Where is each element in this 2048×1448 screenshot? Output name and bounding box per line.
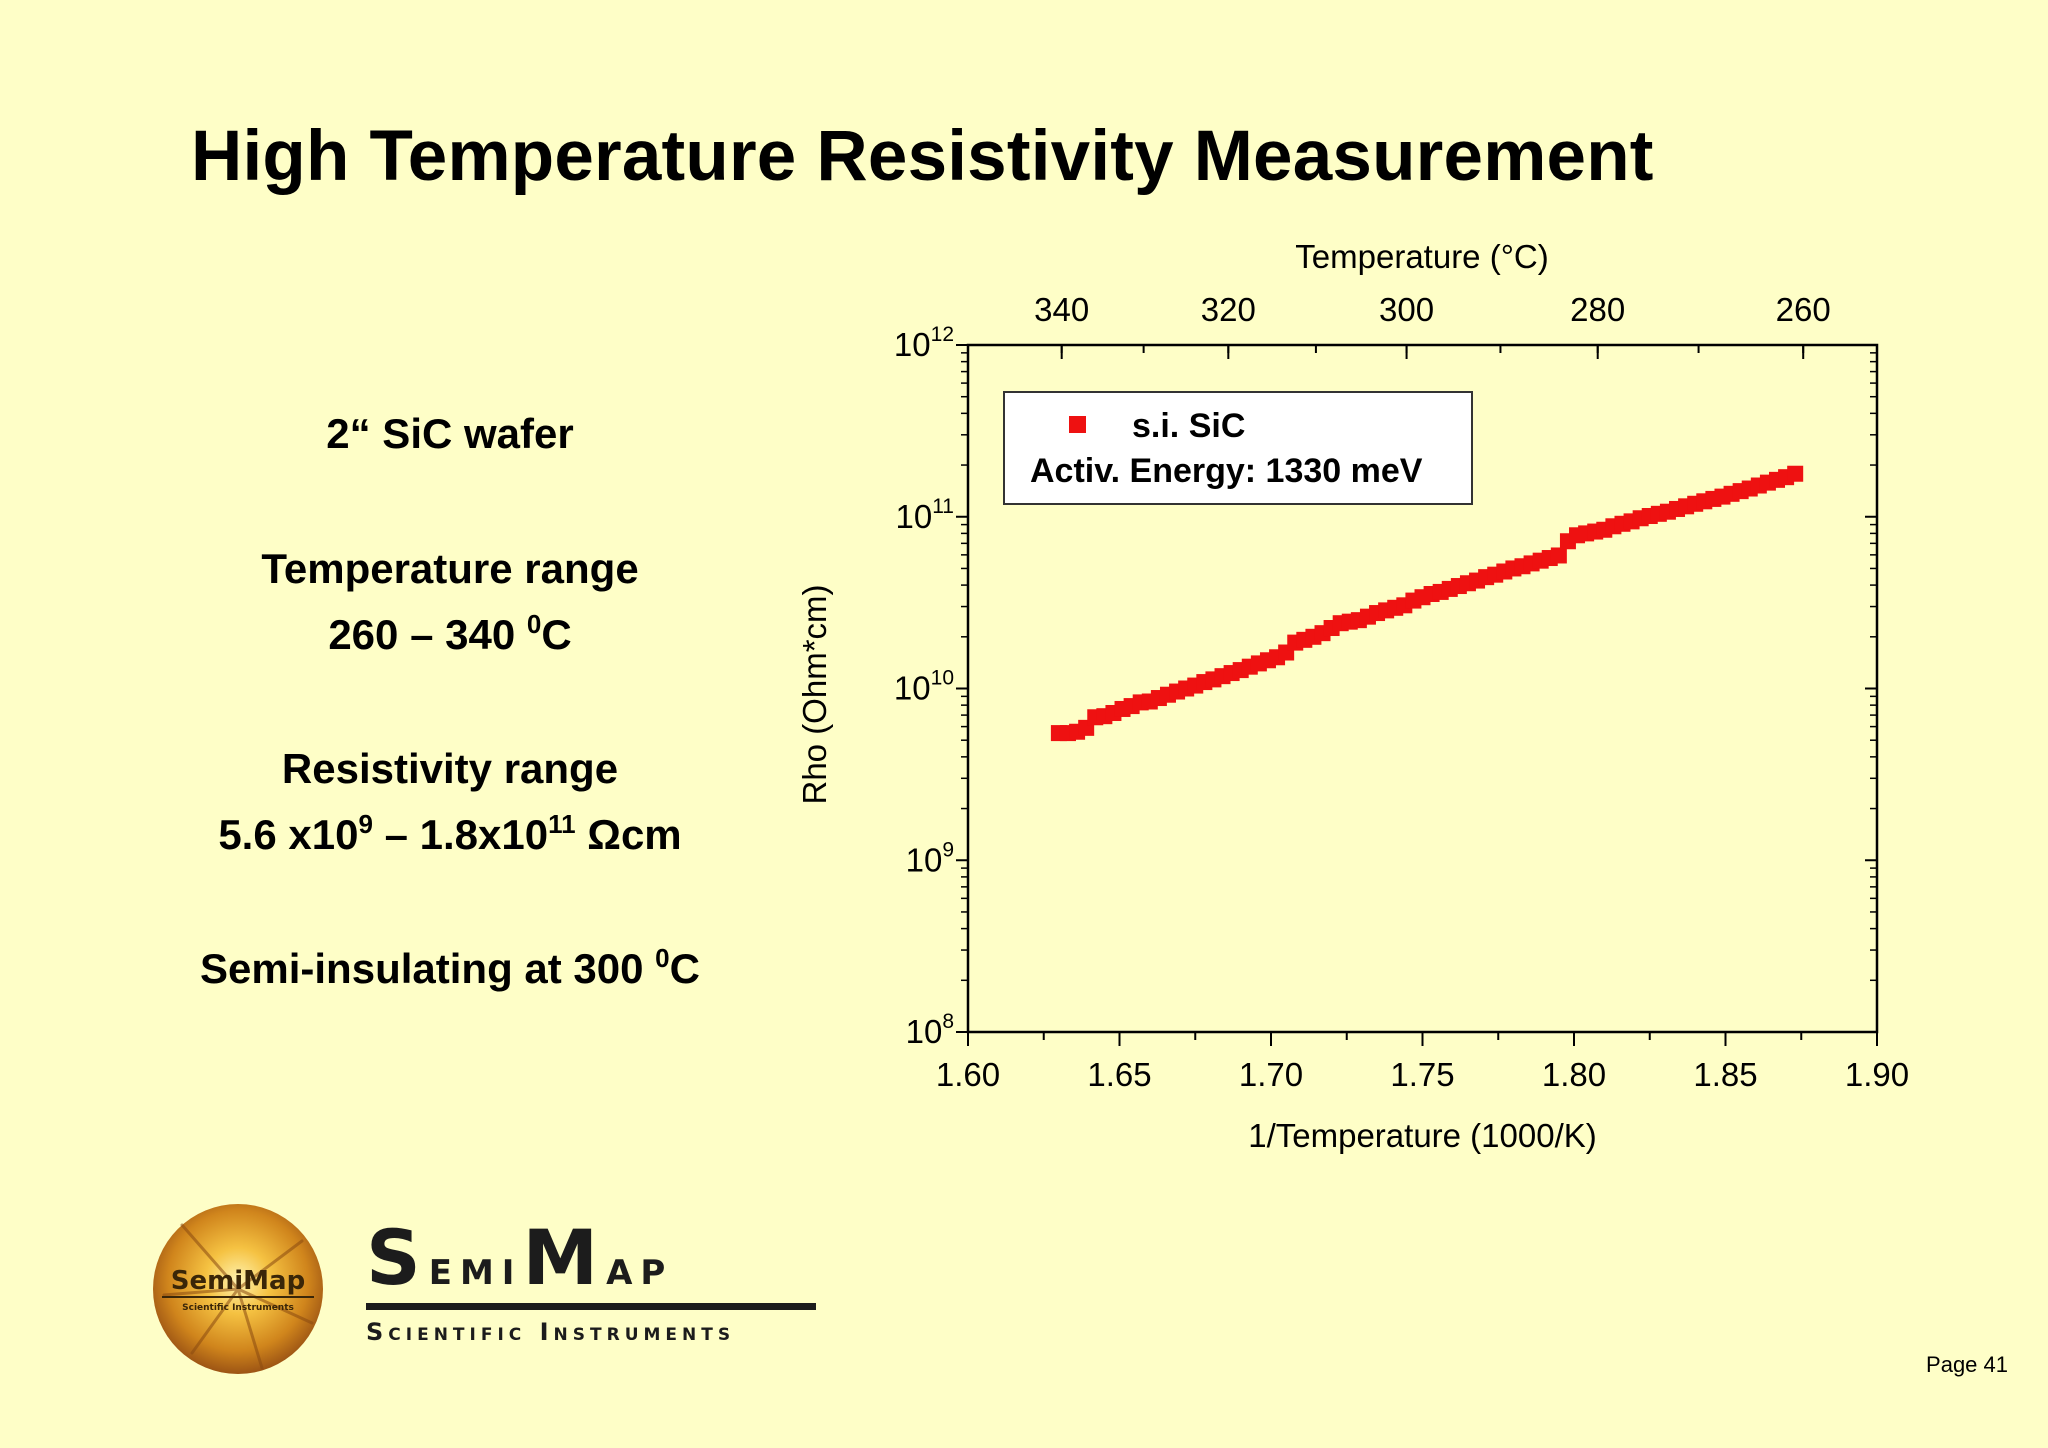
y-tick-base: 10 xyxy=(906,1013,943,1050)
wordmark-emi: emi xyxy=(428,1240,523,1296)
resistivity-range-label: Resistivity range xyxy=(281,745,619,792)
res-unit: Ωcm xyxy=(575,811,682,858)
x-tick-label: 1.85 xyxy=(1693,1056,1757,1093)
y-tick-base: 10 xyxy=(894,326,931,363)
y-tick-exponent: 11 xyxy=(932,495,954,518)
chart-legend: s.i. SiC Activ. Energy: 1330 meV xyxy=(1003,391,1473,505)
celsius-unit: C xyxy=(541,611,572,658)
res-min-exponent: 9 xyxy=(358,809,373,839)
data-points xyxy=(1050,465,1804,742)
degree-superscript: 0 xyxy=(526,609,542,639)
x-tick-label: 1.70 xyxy=(1239,1056,1303,1093)
res-min-mantissa: 5.6 x10 xyxy=(218,811,359,858)
x-tick-label: 1.90 xyxy=(1845,1056,1909,1093)
resistivity-range-value: 5.6 x109 – 1.8x1011 Ωcm xyxy=(130,811,770,859)
res-max-mantissa: 1.8x10 xyxy=(419,811,549,858)
top-axis-label: Temperature (°C) xyxy=(1295,238,1548,275)
semimap-wordmark: SemiMap xyxy=(366,1220,673,1296)
data-point xyxy=(1550,547,1567,564)
x-tick-label: 1.80 xyxy=(1542,1056,1606,1093)
y-tick-label: 1010 xyxy=(894,667,954,707)
y-axis-label: Rho (Ohm*cm) xyxy=(796,584,833,804)
top-tick-label: 260 xyxy=(1776,291,1831,328)
emblem-text: SemiMap xyxy=(171,1266,305,1296)
semi-celsius-unit: C xyxy=(669,945,700,992)
top-tick-label: 340 xyxy=(1034,291,1089,328)
y-tick-label: 1012 xyxy=(894,323,954,363)
y-tick-label: 1011 xyxy=(895,495,954,535)
temperature-range-label: Temperature range xyxy=(261,545,639,592)
res-max-exponent: 11 xyxy=(548,809,576,839)
y-tick-base: 10 xyxy=(894,670,931,707)
legend-box xyxy=(1003,391,1473,505)
semimap-emblem-logo: SemiMap Scientific Instruments xyxy=(152,1203,324,1380)
page-number: Page 41 xyxy=(1926,1352,2008,1377)
wordmark-underline xyxy=(366,1303,816,1310)
x-tick-label: 1.65 xyxy=(1087,1056,1151,1093)
semi-insulating-text: Semi-insulating at 300 xyxy=(200,945,644,992)
y-tick-label: 109 xyxy=(906,838,954,878)
data-point xyxy=(1787,465,1804,482)
temperature-range-numbers: 260 – 340 xyxy=(328,611,516,658)
y-tick-label: 108 xyxy=(906,1010,954,1050)
legend-activation-energy: Activ. Energy: 1330 meV xyxy=(1030,452,1423,490)
slide-title: High Temperature Resistivity Measurement xyxy=(191,117,1654,196)
y-tick-base: 10 xyxy=(895,498,932,535)
wordmark-m: M xyxy=(522,1213,607,1302)
semi-insulating-note: Semi-insulating at 300 0C xyxy=(130,945,770,993)
legend-series-name: s.i. SiC xyxy=(1132,407,1245,445)
wordmark-s: S xyxy=(366,1213,429,1302)
top-tick-label: 280 xyxy=(1570,291,1625,328)
y-tick-exponent: 8 xyxy=(942,1010,954,1033)
res-dash: – xyxy=(372,811,420,858)
x-tick-label: 1.75 xyxy=(1390,1056,1454,1093)
plot-frame: 1.60 1.65 1.70 1.75 1.80 1.85 1.90108109101010… xyxy=(894,291,1909,1093)
top-tick-label: 320 xyxy=(1201,291,1256,328)
y-tick-exponent: 9 xyxy=(942,838,954,861)
temperature-range-value: 260 – 340 0C xyxy=(130,611,770,659)
wordmark-ap: ap xyxy=(606,1240,674,1296)
wordmark-subtitle: Scientific Instruments xyxy=(366,1318,736,1346)
legend-marker xyxy=(1069,416,1086,433)
emblem-subtext: Scientific Instruments xyxy=(182,1303,294,1313)
semi-degree-superscript: 0 xyxy=(655,943,670,973)
top-tick-label: 300 xyxy=(1379,291,1434,328)
y-tick-exponent: 12 xyxy=(931,323,954,346)
x-axis-label: 1/Temperature (1000/K) xyxy=(1248,1117,1597,1154)
x-tick-label: 1.60 xyxy=(936,1056,1000,1093)
y-tick-exponent: 10 xyxy=(931,667,954,690)
y-tick-base: 10 xyxy=(906,841,943,878)
wafer-label: 2“ SiC wafer xyxy=(326,410,574,457)
